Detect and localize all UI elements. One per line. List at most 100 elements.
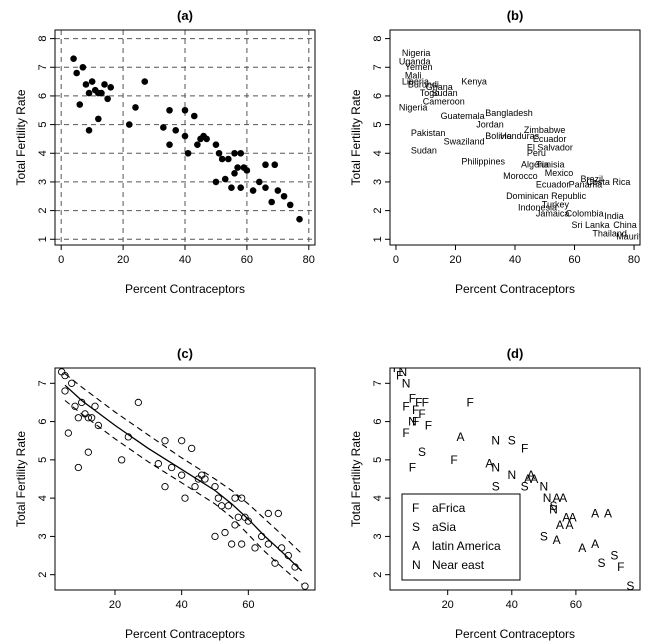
data-point bbox=[61, 387, 69, 395]
country-label: El Salvador bbox=[527, 142, 573, 152]
plot-area bbox=[70, 55, 303, 223]
region-point: S bbox=[626, 579, 634, 593]
data-point bbox=[231, 170, 238, 177]
region-point: F bbox=[617, 560, 624, 574]
data-point bbox=[132, 104, 139, 111]
data-point bbox=[178, 437, 186, 445]
data-point bbox=[101, 81, 108, 88]
data-point bbox=[94, 421, 102, 430]
country-label: Indonesia bbox=[518, 203, 557, 213]
region-point: A bbox=[604, 506, 612, 520]
fit-line bbox=[64, 384, 303, 572]
y-tick-label: 6 bbox=[372, 93, 384, 99]
country-label: Burundi bbox=[408, 79, 439, 89]
country-label: Guatemala bbox=[441, 111, 485, 121]
country-label: Ecuador bbox=[533, 134, 567, 144]
region-point: N bbox=[491, 434, 500, 448]
data-point bbox=[107, 84, 115, 91]
data-point bbox=[258, 532, 266, 541]
data-point bbox=[85, 89, 93, 97]
y-tick-label: 3 bbox=[372, 179, 384, 185]
country-label: Uganda bbox=[399, 56, 431, 66]
panel-title: (a) bbox=[177, 8, 193, 23]
country-label: Algeria bbox=[521, 160, 549, 170]
region-point: F bbox=[412, 403, 419, 417]
data-point bbox=[71, 402, 79, 410]
x-tick-label: 80 bbox=[628, 254, 640, 266]
region-point: F bbox=[521, 441, 528, 455]
region-point: F bbox=[418, 407, 425, 421]
y-tick-label: 6 bbox=[37, 93, 49, 99]
x-tick-label: 60 bbox=[568, 254, 580, 266]
region-point: S bbox=[508, 434, 516, 448]
region-point: N bbox=[398, 365, 407, 379]
data-point bbox=[274, 509, 282, 518]
region-point: A bbox=[530, 472, 538, 486]
x-tick-label: 60 bbox=[242, 599, 254, 611]
legend-label: aFrica bbox=[432, 501, 466, 515]
country-label: Nigeria bbox=[402, 48, 431, 58]
data-point bbox=[203, 135, 210, 143]
country-label: Pakistan bbox=[411, 128, 446, 138]
country-label: Yemen bbox=[405, 62, 433, 72]
x-axis-label: Percent Contraceptors bbox=[125, 282, 245, 296]
data-point bbox=[221, 175, 229, 183]
country-label: Peru bbox=[527, 148, 546, 158]
panel-c: (c) 20 40 60 2 3 4 5 6 7 Percent Contraceptors Tota… bbox=[14, 346, 316, 641]
data-point bbox=[249, 187, 257, 194]
data-point bbox=[237, 184, 245, 191]
data-point bbox=[212, 141, 220, 148]
plot-area: NigeriaUgandaYemenMaliLiberiaBurundiGhan… bbox=[399, 48, 640, 241]
data-point bbox=[264, 509, 272, 518]
plot-area bbox=[58, 368, 309, 590]
y-tick-label: 8 bbox=[37, 36, 49, 42]
country-label: Morocco bbox=[503, 171, 538, 181]
legend-label: latin America bbox=[432, 539, 501, 553]
region-point: A bbox=[457, 430, 465, 444]
y-tick-label: 7 bbox=[37, 380, 49, 386]
legend-symbol: F bbox=[412, 501, 419, 515]
legend-label: Near east bbox=[432, 558, 485, 572]
data-point bbox=[73, 69, 80, 77]
data-point bbox=[68, 379, 76, 387]
region-point: S bbox=[598, 556, 606, 570]
data-point bbox=[95, 115, 102, 123]
data-point bbox=[178, 471, 186, 479]
country-label: Cameroon bbox=[423, 97, 465, 107]
region-point: S bbox=[418, 445, 426, 459]
region-point: N bbox=[507, 468, 516, 482]
data-point bbox=[168, 463, 176, 472]
data-point bbox=[198, 471, 206, 479]
plot-frame bbox=[389, 367, 641, 591]
x-tick-label: 0 bbox=[58, 254, 64, 266]
data-point bbox=[181, 106, 189, 114]
data-point bbox=[201, 475, 209, 483]
country-label: Panama bbox=[569, 180, 603, 190]
data-point bbox=[95, 89, 102, 97]
y-tick-label: 5 bbox=[37, 122, 49, 128]
country-label: Liberia bbox=[402, 76, 429, 86]
data-point bbox=[190, 112, 198, 120]
plot-frame bbox=[54, 367, 316, 591]
x-axis-label: Percent Contraceptors bbox=[455, 282, 575, 296]
data-point bbox=[79, 63, 87, 71]
region-point: S bbox=[540, 529, 548, 543]
y-tick-label: 7 bbox=[372, 64, 384, 70]
region-point: A bbox=[553, 533, 561, 547]
data-point bbox=[244, 517, 252, 525]
data-point bbox=[184, 149, 192, 157]
data-point bbox=[286, 201, 294, 209]
data-point bbox=[214, 494, 222, 502]
region-point: A bbox=[553, 491, 561, 505]
data-point bbox=[118, 456, 126, 464]
data-point bbox=[181, 494, 189, 502]
region-point: A bbox=[527, 468, 535, 482]
panel-b: (b) 0 20 40 60 80 1 2 3 4 5 6 7 8 Percent Contraceptor… bbox=[349, 8, 641, 296]
region-point: A bbox=[569, 510, 577, 524]
country-label: China bbox=[613, 220, 637, 230]
country-label: Jamaica bbox=[536, 208, 570, 218]
y-tick-label: 5 bbox=[37, 457, 49, 463]
data-point bbox=[262, 184, 269, 191]
country-label: Ecuador bbox=[536, 180, 570, 190]
